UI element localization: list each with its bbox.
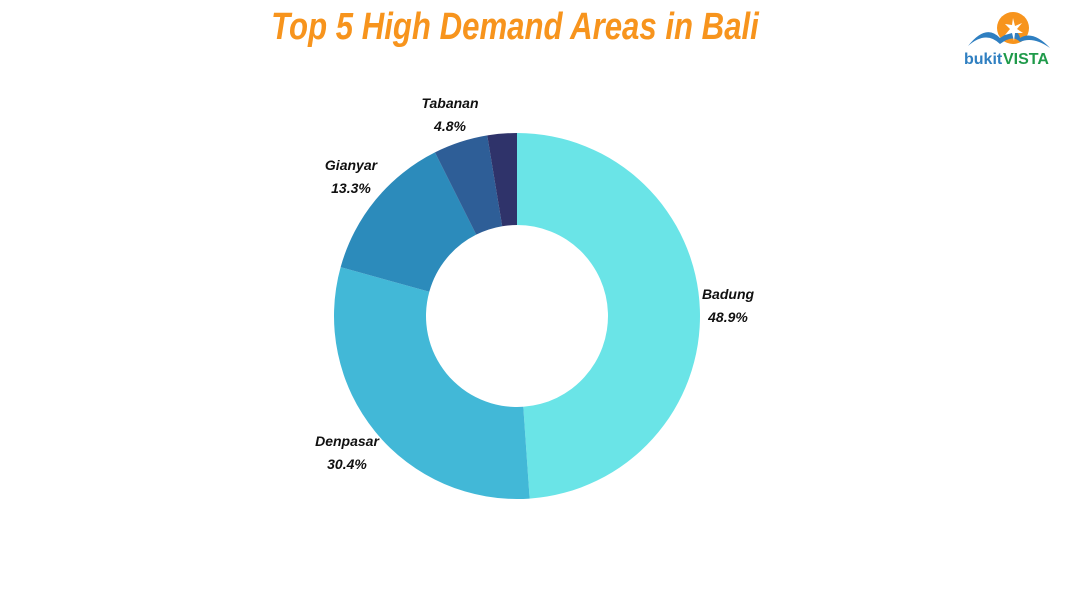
slice-label: Tabanan bbox=[421, 95, 478, 111]
slice-value-label: 13.3% bbox=[331, 180, 371, 196]
slice-gianyar bbox=[340, 152, 477, 292]
slice-value-label: 4.8% bbox=[433, 118, 466, 134]
slice-denpasar bbox=[333, 267, 530, 499]
slice-value-label: 30.4% bbox=[327, 456, 367, 472]
slice-badung bbox=[517, 133, 700, 499]
slice-label: Gianyar bbox=[325, 157, 379, 173]
bukit-vista-logo: bukit VISTA bbox=[964, 12, 1050, 68]
svg-text:VISTA: VISTA bbox=[1003, 51, 1049, 68]
slice-label: Denpasar bbox=[315, 433, 380, 449]
chart-title: Top 5 High Demand Areas in Bali bbox=[271, 6, 759, 48]
slice-value-label: 48.9% bbox=[707, 309, 748, 325]
slice-tabanan bbox=[434, 135, 503, 235]
slice-label: Badung bbox=[702, 286, 755, 302]
svg-text:bukit: bukit bbox=[964, 51, 1003, 68]
slice-other bbox=[487, 133, 517, 227]
